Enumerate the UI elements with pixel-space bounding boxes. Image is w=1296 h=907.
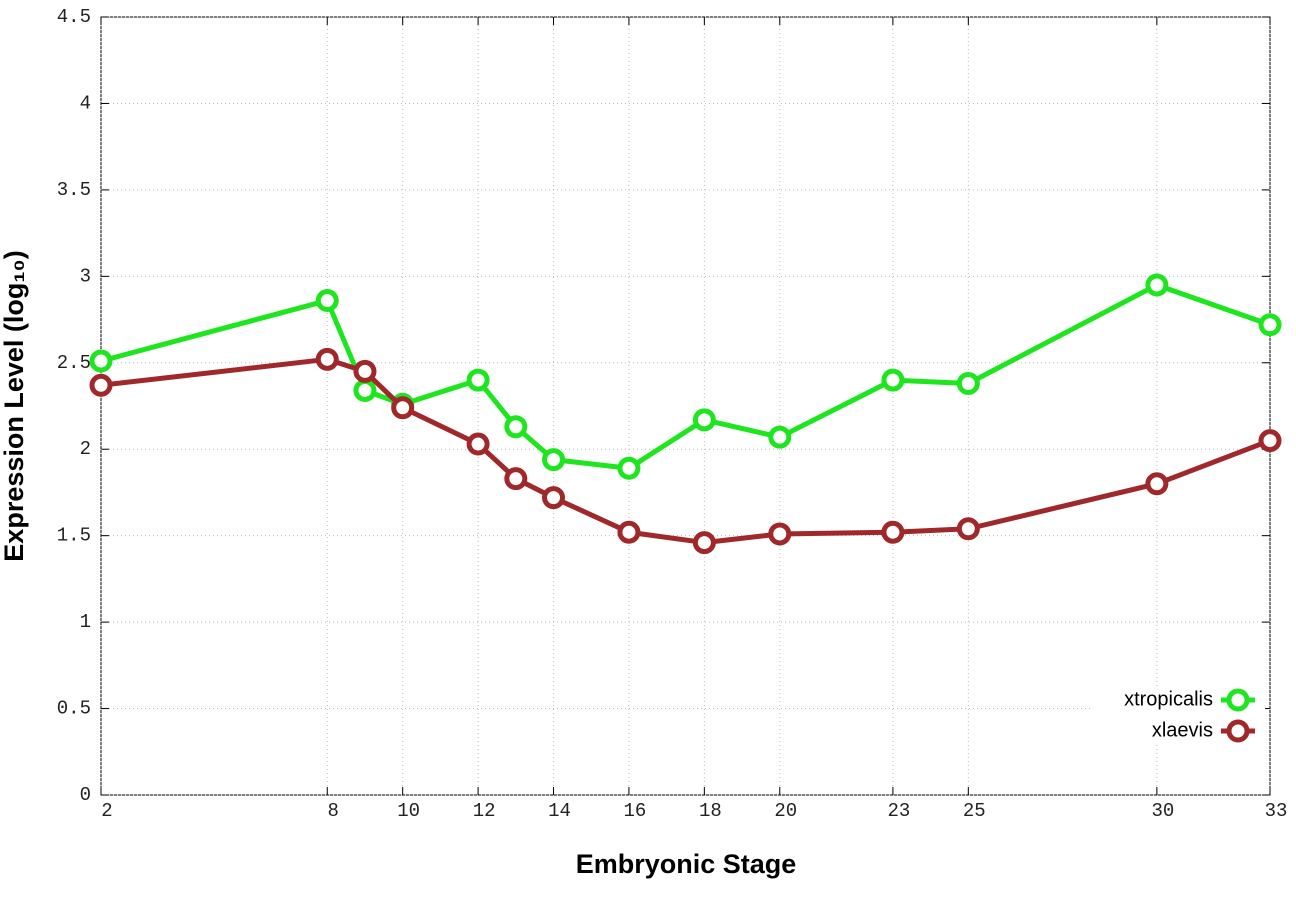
x-tick-label: 25: [963, 800, 986, 822]
data-point: [315, 347, 339, 371]
data-point: [353, 359, 377, 383]
data-point: [466, 368, 490, 392]
x-axis-title: Embryonic Stage: [576, 849, 797, 879]
y-axis-title: Expression Level (log₁₀): [0, 250, 29, 561]
legend-label: xtropicalis: [1124, 688, 1213, 710]
y-tick-label: 0: [80, 784, 91, 806]
data-point: [1258, 429, 1282, 453]
x-tick-label: 23: [887, 800, 910, 822]
legend-label: xlaevis: [1152, 719, 1213, 741]
x-tick-label: 18: [699, 800, 722, 822]
data-point: [692, 531, 716, 555]
y-tick-label: 2: [80, 438, 91, 460]
x-tick-label: 12: [473, 800, 496, 822]
data-point: [768, 425, 792, 449]
x-tick-label: 16: [624, 800, 647, 822]
data-point: [881, 368, 905, 392]
data-point: [956, 372, 980, 396]
y-tick-label: 1.5: [57, 525, 91, 547]
x-tick-label: 14: [548, 800, 571, 822]
data-point: [353, 378, 377, 402]
data-point: [692, 408, 716, 432]
data-point: [1258, 313, 1282, 337]
data-point: [89, 373, 113, 397]
data-point: [956, 517, 980, 541]
data-point: [1145, 472, 1169, 496]
series-line: [100, 282, 1271, 471]
y-tick-label: 3.5: [57, 179, 91, 201]
x-tick-label: 8: [328, 800, 339, 822]
data-point: [391, 396, 415, 420]
data-point: [504, 467, 528, 491]
data-point: [1145, 273, 1169, 297]
x-tick-label: 20: [774, 800, 797, 822]
y-tick-label: 1: [80, 611, 91, 633]
data-point: [617, 456, 641, 480]
data-point: [542, 486, 566, 510]
data-point: [504, 415, 528, 439]
y-tick-label: 3: [80, 265, 91, 287]
data-point: [89, 349, 113, 373]
y-tick-label: 4: [80, 92, 91, 114]
data-point: [768, 522, 792, 546]
x-tick-label: 2: [101, 800, 112, 822]
legend-marker: [1226, 688, 1250, 712]
x-tick-label: 33: [1265, 800, 1288, 822]
y-tick-label: 4.5: [57, 6, 91, 28]
legend-marker: [1226, 719, 1250, 743]
plot-frame: [100, 16, 1271, 796]
data-point: [542, 448, 566, 472]
data-point: [617, 520, 641, 544]
data-point: [315, 289, 339, 313]
data-point: [881, 520, 905, 544]
data-point: [466, 432, 490, 456]
x-tick-label: 30: [1151, 800, 1174, 822]
y-tick-label: 2.5: [57, 352, 91, 374]
y-tick-label: 0.5: [57, 698, 91, 720]
series-line: [100, 356, 1271, 546]
x-tick-label: 10: [397, 800, 420, 822]
